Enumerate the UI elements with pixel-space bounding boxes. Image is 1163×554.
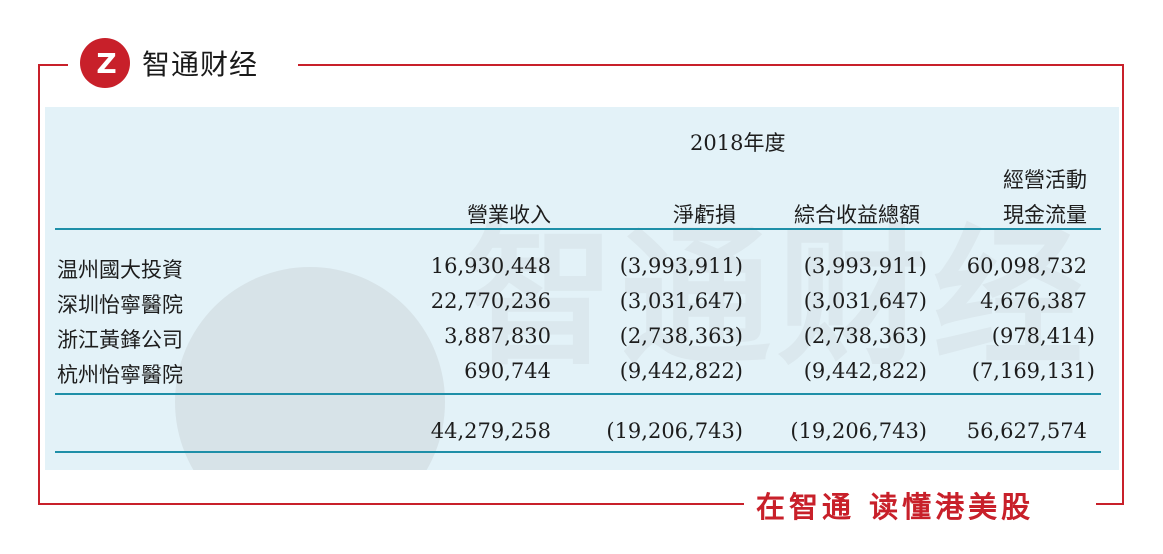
row-name: 温州國大投資 xyxy=(57,258,183,282)
period-heading: 2018年度 xyxy=(690,131,786,155)
brand-logo: Z 智通财经 xyxy=(80,38,258,88)
total-comprehensive: (19,206,743) xyxy=(790,419,927,443)
row-comprehensive: (2,738,363) xyxy=(803,324,927,348)
col-operating-cf-line2: 現金流量 xyxy=(1003,203,1087,227)
total-rule-top xyxy=(55,393,1101,395)
row-net-loss: (9,442,822) xyxy=(619,359,743,383)
frame-bottom-right xyxy=(1096,503,1124,505)
table-panel: 智通财经 2018年度 經營活動 營業收入 淨虧損 綜合收益總額 現金流量 温州… xyxy=(45,107,1119,470)
row-revenue: 690,744 xyxy=(464,359,551,383)
row-name: 杭州怡寧醫院 xyxy=(57,363,183,387)
row-operating-cf: 60,098,732 xyxy=(966,254,1087,278)
frame-top-left xyxy=(38,64,68,66)
row-net-loss: (3,031,647) xyxy=(619,289,743,313)
logo-mark-icon: Z xyxy=(80,38,130,88)
total-operating-cf: 56,627,574 xyxy=(966,419,1087,443)
row-operating-cf: (978,414) xyxy=(991,324,1095,348)
frame-bottom xyxy=(38,503,744,505)
frame-left xyxy=(38,64,40,505)
row-comprehensive: (9,442,822) xyxy=(803,359,927,383)
row-operating-cf: (7,169,131) xyxy=(971,359,1095,383)
row-revenue: 16,930,448 xyxy=(430,254,551,278)
row-operating-cf: 4,676,387 xyxy=(980,289,1087,313)
row-name: 深圳怡寧醫院 xyxy=(57,293,183,317)
row-comprehensive: (3,993,911) xyxy=(803,254,927,278)
total-rule-bottom xyxy=(55,451,1101,453)
watermark-text: 智通财经 xyxy=(465,212,1090,386)
row-net-loss: (3,993,911) xyxy=(619,254,743,278)
watermark-logo-icon xyxy=(175,267,445,470)
col-net-loss-header: 淨虧損 xyxy=(673,203,736,227)
row-net-loss: (2,738,363) xyxy=(619,324,743,348)
total-net-loss: (19,206,743) xyxy=(606,419,743,443)
brand-name: 智通财经 xyxy=(142,48,259,81)
row-comprehensive: (3,031,647) xyxy=(803,289,927,313)
col-comprehensive-header: 綜合收益總額 xyxy=(794,203,920,227)
financial-table: 2018年度 經營活動 營業收入 淨虧損 綜合收益總額 現金流量 温州國大投資 … xyxy=(45,107,1119,470)
col-revenue-header: 營業收入 xyxy=(467,203,551,227)
row-revenue: 22,770,236 xyxy=(430,289,551,313)
row-name: 浙江黃鋒公司 xyxy=(57,328,183,352)
col-operating-cf-line1: 經營活動 xyxy=(1003,168,1087,192)
row-revenue: 3,887,830 xyxy=(444,324,551,348)
total-revenue: 44,279,258 xyxy=(430,419,551,443)
frame-right xyxy=(1122,64,1124,505)
brand-slogan: 在智通 读懂港美股 xyxy=(756,490,1035,524)
frame-top-right xyxy=(298,64,1124,66)
header-rule xyxy=(55,228,1101,230)
